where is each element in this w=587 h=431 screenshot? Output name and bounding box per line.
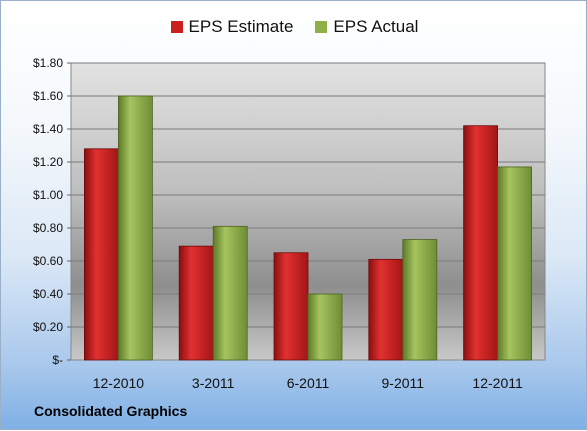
legend-item-actual: EPS Actual (315, 17, 418, 37)
bar-eps-actual (402, 239, 438, 361)
bar-eps-actual (118, 95, 153, 361)
y-tick-label: $0.20 (33, 320, 63, 334)
legend: EPS Estimate EPS Actual (1, 17, 587, 37)
x-tick-label: 3-2011 (192, 375, 235, 391)
bar-eps-actual (497, 166, 533, 361)
bar-eps-actual (212, 225, 248, 361)
legend-item-estimate: EPS Estimate (170, 17, 294, 37)
bar-eps-estimate (178, 245, 214, 361)
x-tick-label: 6-2011 (287, 375, 330, 391)
legend-swatch-actual (315, 21, 328, 33)
y-tick-label: $1.20 (33, 155, 63, 169)
y-tick-label: $0.60 (33, 254, 63, 268)
y-tick-label: $1.40 (33, 122, 63, 136)
y-tick-label: $- (52, 353, 63, 367)
y-tick-label: $1.00 (33, 188, 63, 202)
y-tick-label: $1.60 (33, 89, 63, 103)
legend-label-actual: EPS Actual (333, 17, 419, 36)
x-tick-label: 12-2010 (93, 375, 145, 391)
y-tick-label: $0.40 (33, 287, 63, 301)
y-tick-label: $0.80 (33, 221, 63, 235)
legend-swatch-estimate (170, 21, 183, 33)
y-tick-label: $1.80 (33, 56, 63, 70)
bar-eps-actual (307, 293, 343, 361)
bar-eps-estimate (463, 125, 499, 361)
bar-eps-estimate (368, 258, 404, 361)
bar-eps-estimate (84, 148, 119, 361)
x-tick-label: 9-2011 (382, 375, 425, 391)
bar-eps-estimate (273, 252, 309, 361)
company-name: Consolidated Graphics (34, 403, 188, 419)
x-tick-label: 12-2011 (472, 375, 523, 391)
legend-label-estimate: EPS Estimate (188, 17, 294, 36)
